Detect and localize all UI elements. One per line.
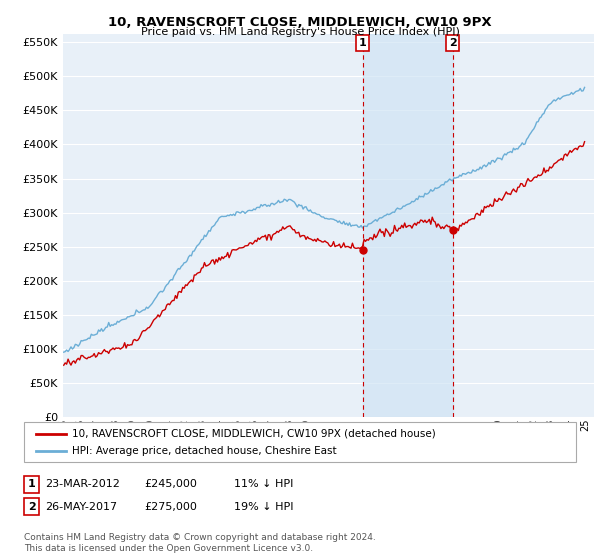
Text: Price paid vs. HM Land Registry's House Price Index (HPI): Price paid vs. HM Land Registry's House …	[140, 27, 460, 37]
Text: 2: 2	[28, 502, 35, 512]
Text: HPI: Average price, detached house, Cheshire East: HPI: Average price, detached house, Ches…	[72, 446, 337, 456]
Bar	[362, 34, 452, 417]
Text: 10, RAVENSCROFT CLOSE, MIDDLEWICH, CW10 9PX: 10, RAVENSCROFT CLOSE, MIDDLEWICH, CW10 …	[108, 16, 492, 29]
Text: 23-MAR-2012: 23-MAR-2012	[45, 479, 120, 489]
Text: 11% ↓ HPI: 11% ↓ HPI	[234, 479, 293, 489]
Text: 1: 1	[359, 38, 367, 48]
Text: 2: 2	[449, 38, 457, 48]
Text: Contains HM Land Registry data © Crown copyright and database right 2024.
This d: Contains HM Land Registry data © Crown c…	[24, 533, 376, 553]
Text: 19% ↓ HPI: 19% ↓ HPI	[234, 502, 293, 512]
Text: 1: 1	[28, 479, 35, 489]
Text: 26-MAY-2017: 26-MAY-2017	[45, 502, 117, 512]
Text: £245,000: £245,000	[144, 479, 197, 489]
Text: 10, RAVENSCROFT CLOSE, MIDDLEWICH, CW10 9PX (detached house): 10, RAVENSCROFT CLOSE, MIDDLEWICH, CW10 …	[72, 429, 436, 439]
Text: £275,000: £275,000	[144, 502, 197, 512]
